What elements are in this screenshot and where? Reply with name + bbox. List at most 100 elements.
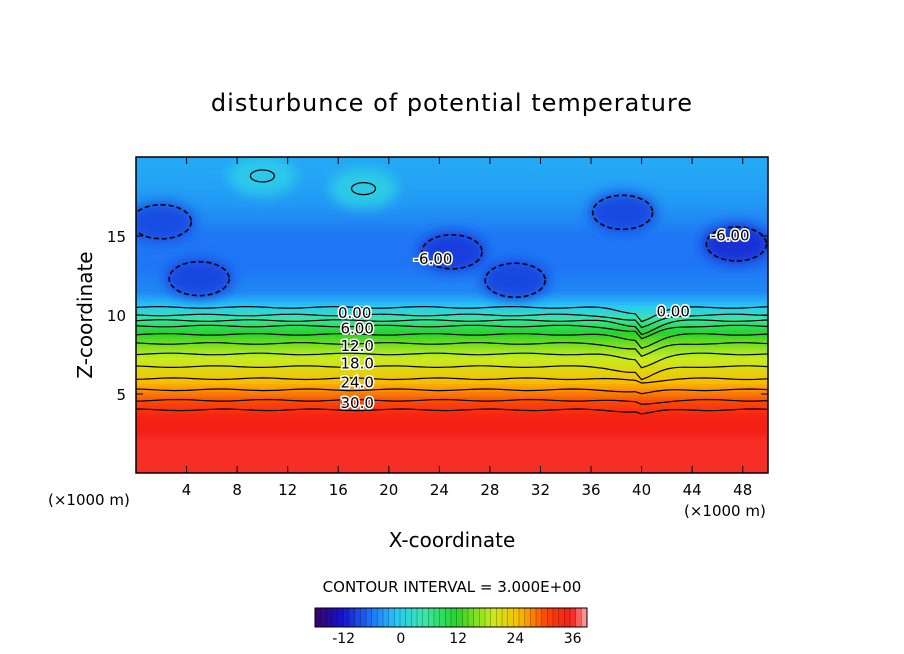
colorbar-tick-label: 12: [449, 631, 467, 647]
contour-label: 6.00: [340, 320, 373, 338]
negative-contour: [591, 194, 654, 231]
contour-line: [136, 377, 768, 384]
field-band: [136, 375, 768, 379]
field-anomaly: [588, 192, 657, 233]
negative-contour: [136, 203, 193, 240]
colorbar-swatch: [530, 608, 537, 627]
colorbar-swatch: [553, 608, 560, 627]
field-band: [136, 438, 768, 442]
contour-label: 18.0: [340, 354, 373, 372]
field-band: [136, 393, 768, 398]
field-anomaly: [418, 231, 486, 272]
anomaly-layer: [136, 157, 768, 301]
field-band: [136, 440, 768, 445]
colorbar-swatch: [428, 608, 435, 627]
field-band: [136, 206, 768, 211]
contour-line: [136, 313, 768, 329]
colorbar-tick-label: -12: [332, 631, 355, 647]
colorbar-swatch: [485, 608, 492, 627]
colorbar-swatch: [434, 608, 441, 627]
field-band: [136, 380, 768, 384]
field-band: [136, 406, 768, 411]
field-band: [136, 340, 768, 345]
colorbar-swatch: [332, 608, 339, 627]
colorbar-swatch: [575, 608, 582, 627]
field-band: [136, 398, 768, 403]
field-band: [136, 396, 768, 400]
field-band: [136, 354, 768, 358]
colorbar-swatch: [570, 608, 577, 627]
colorbar-swatch: [456, 608, 463, 627]
field-band: [136, 372, 768, 377]
field-band: [136, 201, 768, 205]
colorbar-swatch: [405, 608, 412, 627]
field-band: [136, 385, 768, 390]
field-band: [136, 382, 768, 387]
x-tick-label: 24: [430, 481, 449, 499]
field-band: [136, 327, 768, 332]
field-band: [136, 367, 768, 371]
x-axis-label: X-coordinate: [389, 528, 516, 552]
colorbar-swatch: [366, 608, 373, 627]
field-band: [136, 417, 768, 421]
field-band: [136, 422, 768, 427]
field-band: [136, 369, 768, 374]
field-anomaly: [228, 157, 297, 196]
colorbar-swatch: [383, 608, 390, 627]
negative-contour: [421, 234, 483, 270]
colorbar-tick-label: 36: [564, 631, 582, 647]
field-band: [136, 311, 768, 316]
colorbar-swatch: [343, 608, 350, 627]
colorbar-swatch: [479, 608, 486, 627]
field-band: [136, 303, 768, 308]
field-band: [136, 196, 768, 200]
field-band: [136, 275, 768, 279]
contour-label: 24.0: [340, 373, 373, 391]
field-band: [136, 359, 768, 363]
field-band: [136, 290, 768, 295]
x-unit-left: (×1000 m): [48, 491, 130, 509]
negative-contour: [168, 260, 230, 297]
x-tick-label: 20: [379, 481, 398, 499]
field-band: [136, 346, 768, 350]
field-band: [136, 377, 768, 382]
contour-line: [136, 365, 768, 381]
x-unit-right: (×1000 m): [684, 502, 766, 520]
field-band: [136, 317, 768, 321]
field-band: [136, 464, 768, 469]
field-band: [136, 401, 768, 406]
contour-line: [136, 332, 768, 350]
field-band: [136, 356, 768, 361]
x-tick-label: 44: [683, 481, 702, 499]
field-band: [136, 411, 768, 416]
contour-label: -6.00: [414, 250, 453, 268]
colorbar-swatch: [541, 608, 548, 627]
field-band: [136, 227, 768, 232]
field-band: [136, 182, 768, 187]
colorbar-swatch: [496, 608, 503, 627]
field-band: [136, 459, 768, 463]
field-band: [136, 456, 768, 461]
colorbar-swatch: [371, 608, 378, 627]
colorbar: [314, 607, 588, 628]
field-band: [136, 361, 768, 366]
field-band: [136, 435, 768, 440]
field-band: [136, 404, 768, 408]
field-band: [136, 348, 768, 353]
temperature-field: [136, 157, 768, 473]
contour-label: 30.0: [340, 394, 373, 412]
colorbar-swatch: [326, 608, 333, 627]
contour-label: 0.00: [338, 304, 371, 322]
colorbar-swatch: [502, 608, 509, 627]
field-band: [136, 277, 768, 282]
y-tick-label: 10: [107, 307, 126, 325]
field-band: [136, 454, 768, 458]
field-band: [136, 293, 768, 298]
colorbar-swatch: [400, 608, 407, 627]
field-band: [136, 414, 768, 419]
contour-line: [136, 408, 768, 415]
field-band: [136, 309, 768, 313]
field-band: [136, 461, 768, 466]
field-band: [136, 285, 768, 290]
